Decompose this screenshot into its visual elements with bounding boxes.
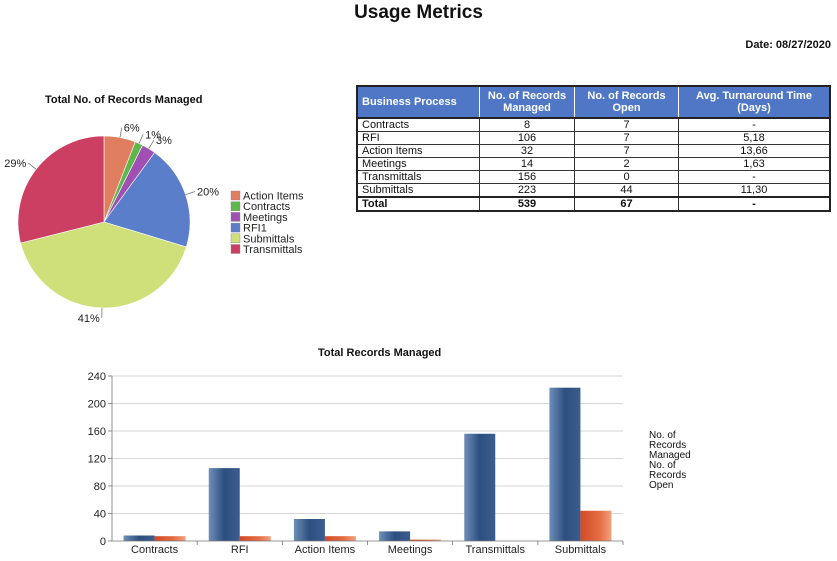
pie-legend-label-action-items: Action Items bbox=[243, 191, 304, 203]
cell: Transmittals bbox=[356, 170, 480, 184]
cell: - bbox=[678, 196, 831, 212]
col-records-managed: No. of Records Managed bbox=[479, 85, 575, 119]
bar-no-of-records-open-submittals bbox=[580, 510, 612, 541]
col-records-open: No. of Records Open bbox=[574, 85, 679, 119]
pie-slice-submittals bbox=[20, 221, 187, 309]
bar-no-of-records-managed-rfi bbox=[208, 468, 240, 541]
x-tick-label-meetings: Meetings bbox=[388, 544, 433, 556]
y-tick-label: 40 bbox=[94, 509, 106, 521]
pie-label-meetings: 3% bbox=[156, 135, 172, 147]
bar-no-of-records-open-contracts bbox=[154, 536, 186, 541]
bar-no-of-records-managed-action-items bbox=[293, 519, 325, 541]
pie-leader-line bbox=[138, 134, 144, 144]
pie-label-contracts: 1% bbox=[145, 129, 161, 141]
pie-chart-title: Total No. of Records Managed bbox=[45, 94, 203, 106]
bar-legend: No. of Records Managed No. of Records Op… bbox=[649, 431, 709, 491]
x-tick-label-submittals: Submittals bbox=[555, 544, 607, 556]
pie-legend-label-submittals: Submittals bbox=[243, 233, 295, 245]
cell: 67 bbox=[574, 196, 679, 212]
cell: 539 bbox=[479, 196, 575, 212]
pie-legend-swatch-submittals bbox=[230, 233, 241, 244]
col-turnaround: Avg. Turnaround Time (Days) bbox=[678, 85, 831, 119]
bar-no-of-records-open-rfi bbox=[239, 536, 271, 541]
bar-no-of-records-managed-transmittals bbox=[464, 433, 496, 541]
pie-legend-swatch-contracts bbox=[230, 201, 241, 211]
table-row: Transmittals 156 0 - bbox=[356, 170, 831, 184]
legend-entry-managed: No. of Records Managed bbox=[649, 430, 691, 461]
table-header-row: Business Process No. of Records Managed … bbox=[356, 85, 831, 119]
pie-leader-line bbox=[185, 191, 196, 195]
pie-leader-line bbox=[28, 162, 37, 170]
pie-slice-rfi1 bbox=[103, 152, 191, 248]
x-tick-label-rfi: RFI bbox=[231, 544, 249, 556]
page-title: Usage Metrics bbox=[354, 2, 483, 23]
x-tick-label-action-items: Action Items bbox=[295, 544, 356, 556]
pie-label-action-items: 6% bbox=[124, 123, 140, 135]
pie-legend-label-transmittals: Transmittals bbox=[243, 244, 303, 256]
y-tick-label: 200 bbox=[88, 399, 106, 411]
x-tick-label-contracts: Contracts bbox=[131, 544, 179, 556]
y-tick-label: 120 bbox=[88, 454, 106, 466]
y-tick-label: 80 bbox=[94, 481, 106, 493]
bar-no-of-records-open-meetings bbox=[410, 539, 442, 541]
cell: - bbox=[678, 170, 831, 184]
pie-legend-swatch-action-items bbox=[230, 190, 241, 201]
pie-label-rfi1: 20% bbox=[197, 186, 219, 198]
pie-label-submittals: 41% bbox=[78, 313, 100, 325]
pie-legend-label-meetings: Meetings bbox=[243, 212, 288, 224]
pie-legend-label-contracts: Contracts bbox=[243, 201, 291, 213]
col-business-process: Business Process bbox=[356, 85, 480, 119]
table-row: Submittals 223 44 11,30 bbox=[356, 183, 831, 198]
y-tick-label: 240 bbox=[88, 371, 106, 383]
pie-legend-label-rfi1: RFI1 bbox=[243, 223, 267, 235]
pie-legend-swatch-meetings bbox=[230, 212, 241, 222]
cell: Total bbox=[356, 196, 480, 212]
pie-label-transmittals: 29% bbox=[4, 158, 26, 170]
bar-no-of-records-managed-submittals bbox=[549, 387, 581, 541]
bar-chart-title: Total Records Managed bbox=[318, 347, 442, 359]
cell: 0 bbox=[574, 170, 679, 184]
pie-legend-swatch-rfi1 bbox=[230, 222, 241, 233]
y-tick-label: 160 bbox=[88, 426, 106, 438]
table-total-row: Total 539 67 - bbox=[356, 196, 831, 212]
pie-legend-swatch-transmittals bbox=[230, 244, 241, 254]
bar-no-of-records-managed-meetings bbox=[379, 531, 411, 541]
cell: 156 bbox=[479, 170, 575, 184]
pie-slice-transmittals bbox=[17, 135, 105, 244]
bar-no-of-records-open-action-items bbox=[324, 536, 356, 541]
records-table: Business Process No. of Records Managed … bbox=[356, 85, 831, 212]
x-tick-label-transmittals: Transmittals bbox=[466, 544, 526, 556]
bar-no-of-records-managed-contracts bbox=[123, 535, 155, 541]
y-tick-label: 0 bbox=[100, 536, 106, 548]
report-date: Date: 08/27/2020 bbox=[745, 39, 831, 51]
pie-leader-line bbox=[148, 139, 155, 149]
table-row: RFI 106 7 5,18 bbox=[356, 131, 831, 145]
pie-leader-line bbox=[119, 127, 123, 138]
legend-entry-open: No. of Records Open bbox=[649, 460, 687, 491]
